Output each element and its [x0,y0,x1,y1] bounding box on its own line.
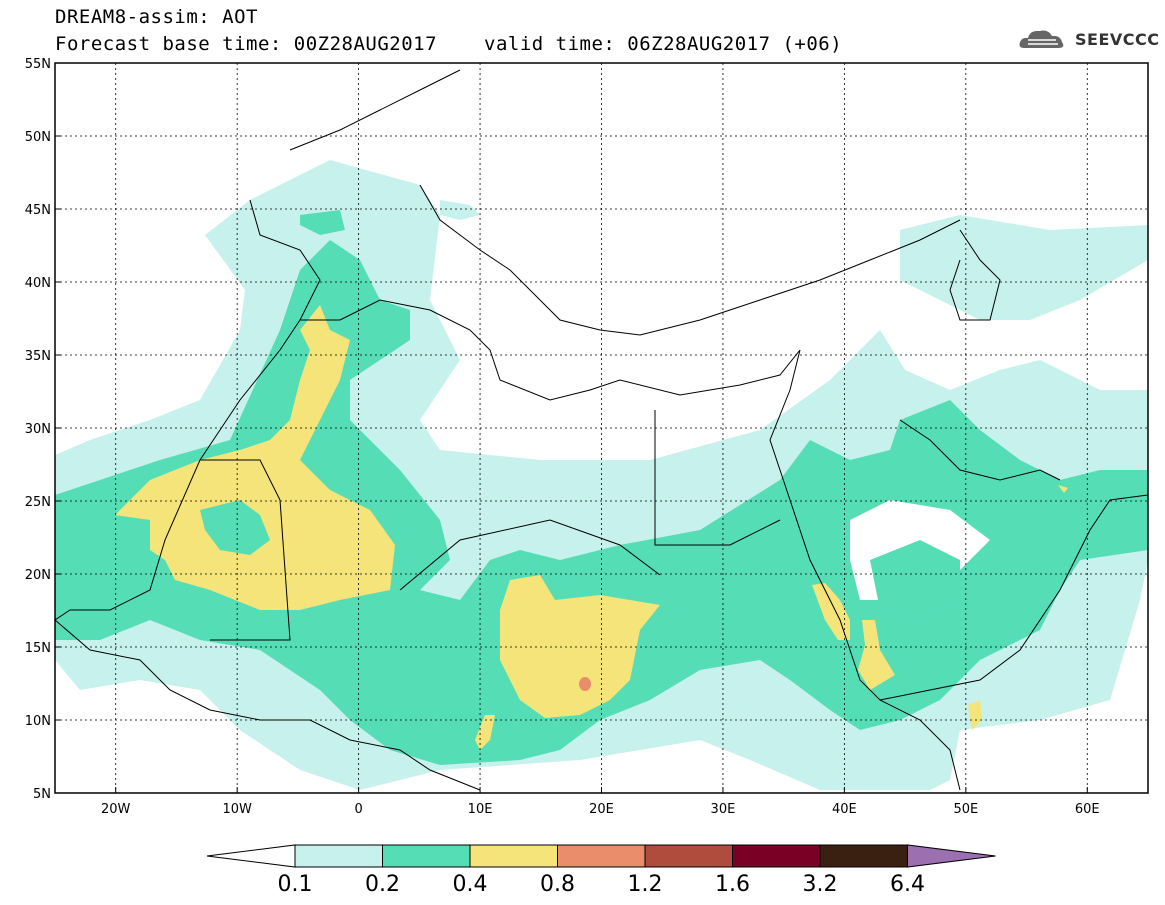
cloud-logo-icon [1019,30,1064,48]
lon-label: 10E [468,802,493,817]
lon-label: 50E [953,802,978,817]
lat-label: 15N [25,641,51,656]
lon-label: 20W [101,802,131,817]
aot-level-0.8-region [579,677,591,691]
aot-level-0.4-region [115,305,395,610]
colorbar-legend: 0.1 0.2 0.4 0.8 1.2 1.6 3.2 6.4 [206,844,996,897]
legend-swatch [732,844,821,868]
lon-label: 40E [832,802,857,817]
legend-swatch [469,844,558,868]
coastlines [55,69,1148,791]
lat-label: 50N [25,130,51,145]
legend-swatch [644,844,733,868]
lat-label: 10N [25,714,51,729]
legend-label: 3.2 [803,872,838,897]
lat-label: 55N [25,57,51,72]
legend-label: 0.4 [453,872,488,897]
lat-label: 35N [25,349,51,364]
lon-label: 10W [222,802,252,817]
graticule [55,63,1148,793]
map-title: DREAM8-assim: AOT [55,6,258,28]
legend-label: 0.8 [540,872,575,897]
legend-swatch [294,844,383,868]
lon-label: 30E [711,802,736,817]
lat-label: 40N [25,276,51,291]
legend-under-triangle [206,844,296,868]
logo-text: SEEVCCC [1075,30,1160,49]
lat-label: 20N [25,568,51,583]
lon-label: 60E [1075,802,1100,817]
legend-label: 0.2 [365,872,400,897]
lon-label: 0 [354,802,362,817]
legend-swatch [557,844,646,868]
lat-label: 45N [25,203,51,218]
latitude-axis: 55N 50N 45N 40N 35N 30N 25N 20N 15N 10N 5N [25,57,61,802]
legend-label: 1.6 [715,872,750,897]
valid-time: valid time: 06Z28AUG2017 (+06) [484,33,843,55]
legend-swatch [382,844,471,868]
lat-label: 30N [25,422,51,437]
legend-label: 0.1 [278,872,313,897]
legend-over-triangle [907,844,996,868]
lon-label: 20E [589,802,614,817]
legend-swatch [819,844,908,868]
legend-label: 6.4 [890,872,925,897]
lat-label: 5N [33,787,51,802]
lat-label: 25N [25,495,51,510]
legend-label: 1.2 [628,872,663,897]
longitude-axis: 20W 10W 0 10E 20E 30E 40E 50E 60E [101,787,1100,817]
forecast-base-time: Forecast base time: 00Z28AUG2017 [55,33,438,55]
